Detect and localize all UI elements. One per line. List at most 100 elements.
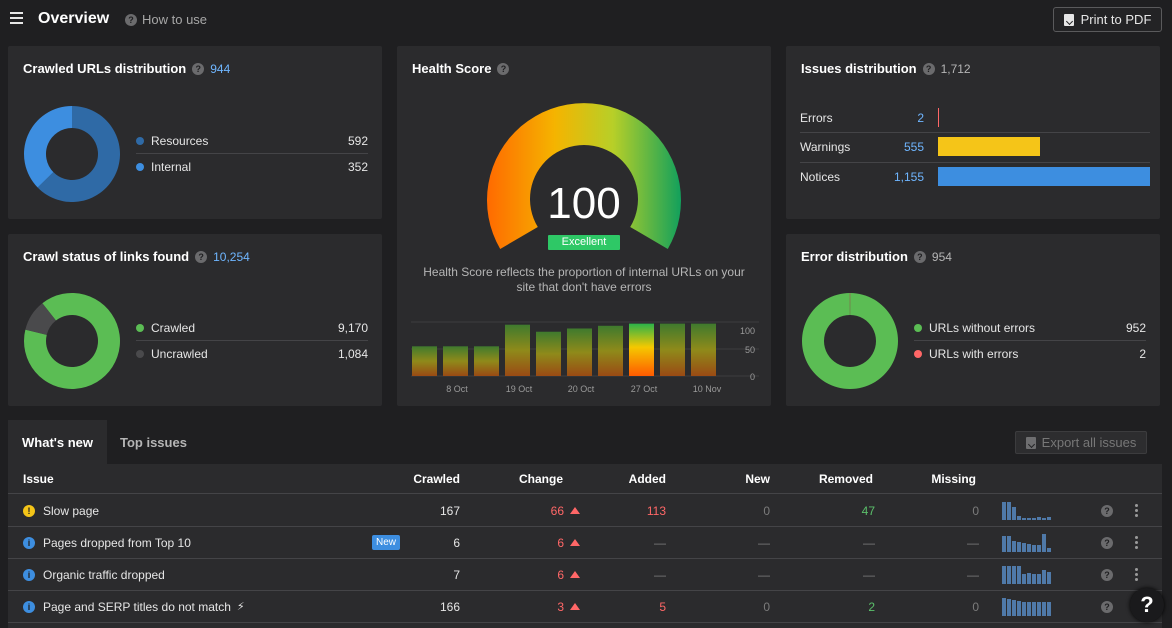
table-row[interactable]: i Page and SERP titles do not match ⚡ 166 3 5… <box>8 591 1162 623</box>
card-title: Health Score <box>412 61 492 76</box>
column-header-crawled[interactable]: Crawled <box>413 472 460 486</box>
issue-row-errors[interactable]: Errors 2 <box>800 103 1160 132</box>
question-icon[interactable]: ? <box>192 62 205 75</box>
table-row[interactable]: i Pages dropped from Top 10 New 6 6 — — — —? <box>8 527 1162 559</box>
change-cell[interactable]: 3 <box>463 591 580 622</box>
row-menu[interactable] <box>1135 495 1138 526</box>
new-cell[interactable]: 0 <box>763 599 770 614</box>
change-cell[interactable]: 6 <box>463 527 580 558</box>
question-icon: ? <box>1101 536 1113 549</box>
sparkline-bar <box>1032 602 1036 616</box>
new-cell[interactable]: — <box>758 535 770 550</box>
column-header-issue[interactable]: Issue <box>23 472 54 486</box>
how-to-use-link[interactable]: ? How to use <box>125 12 207 27</box>
how-to-use-label: How to use <box>142 12 208 27</box>
legend-dot <box>914 350 922 358</box>
row-help[interactable]: ? <box>1101 495 1113 526</box>
history-bar <box>505 324 530 376</box>
trend-sparkline[interactable] <box>1002 534 1051 552</box>
missing-cell[interactable]: — <box>967 535 979 550</box>
arrow-up-icon <box>570 603 580 610</box>
row-help[interactable]: ? <box>1101 527 1113 558</box>
issue-row-notices[interactable]: Notices 1,155 <box>800 162 1160 191</box>
floating-help-button[interactable]: ? <box>1130 588 1164 622</box>
added-cell[interactable]: — <box>654 535 666 550</box>
legend-item-urls-with-errors[interactable]: URLs with errors 2 <box>914 341 1146 367</box>
question-icon[interactable]: ? <box>497 62 510 75</box>
crawled-cell[interactable]: 167 <box>439 503 460 518</box>
column-header-new[interactable]: New <box>745 472 770 486</box>
hamburger-menu-icon[interactable] <box>10 12 23 24</box>
legend-item-resources[interactable]: Resources 592 <box>136 128 368 154</box>
column-header-removed[interactable]: Removed <box>818 472 873 486</box>
trend-sparkline[interactable] <box>1002 566 1051 584</box>
issue-name: Organic traffic dropped <box>43 567 165 582</box>
table-row[interactable]: i Organic traffic dropped 7 6 — — — —? <box>8 559 1162 591</box>
legend-item-uncrawled[interactable]: Uncrawled 1,084 <box>136 341 368 367</box>
added-cell[interactable]: 5 <box>659 599 666 614</box>
history-bar <box>412 346 437 376</box>
row-help[interactable]: ? <box>1101 559 1113 590</box>
row-help[interactable]: ? <box>1101 591 1113 622</box>
issue-cell[interactable]: ! Slow page <box>23 495 99 526</box>
row-menu[interactable] <box>1135 527 1138 558</box>
missing-cell[interactable]: — <box>967 567 979 582</box>
added-cell[interactable]: 113 <box>646 503 666 518</box>
sparkline-bar <box>1017 601 1021 616</box>
legend-value: 952 <box>1125 320 1146 335</box>
issue-row-warnings[interactable]: Warnings 555 <box>800 132 1160 161</box>
legend-item-urls-without-errors[interactable]: URLs without errors 952 <box>914 315 1146 341</box>
issue-cell[interactable]: i Pages dropped from Top 10 <box>23 527 191 558</box>
health-description-line: site that don't have errors <box>516 280 652 294</box>
y-tick-label: 100 <box>740 326 755 336</box>
print-to-pdf-button[interactable]: Print to PDF <box>1053 7 1162 32</box>
question-icon: ? <box>125 13 137 26</box>
removed-cell[interactable]: 47 <box>861 503 875 518</box>
tab-top-issues[interactable]: Top issues <box>120 434 187 450</box>
missing-cell[interactable]: 0 <box>972 599 979 614</box>
question-icon[interactable]: ? <box>922 62 935 75</box>
change-cell[interactable]: 6 <box>463 559 580 590</box>
question-icon[interactable]: ? <box>913 250 926 263</box>
issue-cell[interactable]: i Organic traffic dropped <box>23 559 165 590</box>
table-header: Issue Crawled Change Added New Removed M… <box>8 464 1162 494</box>
missing-cell[interactable]: 0 <box>972 503 979 518</box>
removed-cell[interactable]: — <box>863 567 875 582</box>
export-all-issues-button[interactable]: Export all issues <box>1015 431 1147 454</box>
legend-label: Uncrawled <box>151 347 208 361</box>
sparkline-bar <box>1002 566 1006 584</box>
column-header-added[interactable]: Added <box>628 472 666 486</box>
change-cell[interactable]: 66 <box>463 495 580 526</box>
sparkline-bar <box>1007 566 1011 584</box>
removed-cell[interactable]: — <box>863 535 875 550</box>
new-cell[interactable]: — <box>758 567 770 582</box>
new-cell[interactable]: 0 <box>763 503 770 518</box>
issue-name: Page and SERP titles do not match <box>43 599 231 614</box>
legend-dot <box>136 136 144 145</box>
trend-sparkline[interactable] <box>1002 598 1051 616</box>
sparkline-bar <box>1017 516 1021 520</box>
column-header-change[interactable]: Change <box>518 472 563 486</box>
tab-whats-new[interactable]: What's new <box>8 420 107 464</box>
sparkline-bar <box>1012 566 1016 584</box>
column-header-missing[interactable]: Missing <box>931 472 976 486</box>
issue-cell[interactable]: i Page and SERP titles do not match ⚡ <box>23 591 245 622</box>
question-icon[interactable]: ? <box>195 250 208 263</box>
table-row[interactable]: ! Slow page 167 66 113 0 47 0? <box>8 495 1162 527</box>
removed-cell[interactable]: 2 <box>868 599 875 614</box>
crawled-cell[interactable]: 6 <box>453 535 460 550</box>
crawl-status-count: 10,254 <box>213 249 250 264</box>
change-value: 6 <box>557 567 564 582</box>
crawled-urls-count: 944 <box>210 61 231 76</box>
sparkline-bar <box>1002 598 1006 616</box>
legend-item-crawled[interactable]: Crawled 9,170 <box>136 315 368 341</box>
added-cell[interactable]: — <box>654 567 666 582</box>
row-menu[interactable] <box>1135 559 1138 590</box>
legend-label: Internal <box>151 160 192 174</box>
trend-sparkline[interactable] <box>1002 502 1051 520</box>
donut-slice <box>23 293 120 389</box>
crawled-cell[interactable]: 166 <box>439 599 460 614</box>
legend-item-internal[interactable]: Internal 352 <box>136 154 368 180</box>
crawled-cell[interactable]: 7 <box>453 567 460 582</box>
sparkline-bar <box>1022 574 1026 584</box>
